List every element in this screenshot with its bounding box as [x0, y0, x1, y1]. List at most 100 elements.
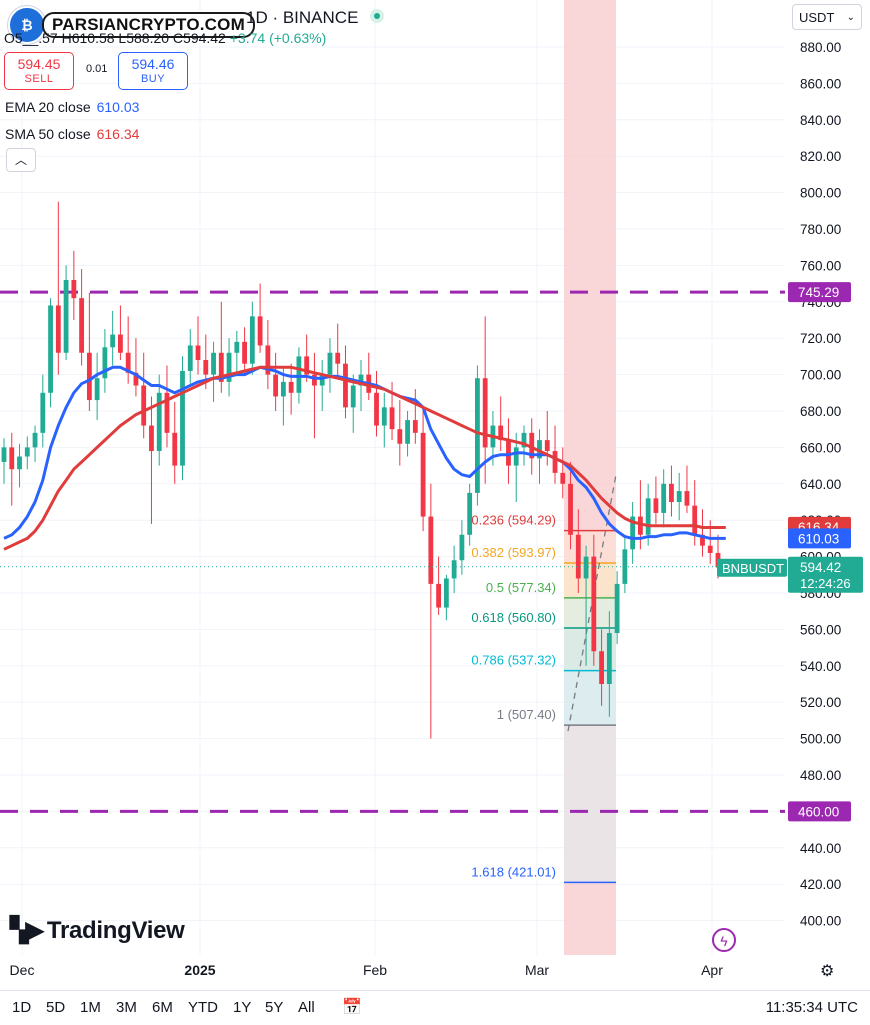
range-3m[interactable]: 3M	[116, 999, 137, 1016]
lightning-icon[interactable]: ϟ	[712, 928, 736, 952]
candle-body[interactable]	[412, 420, 418, 433]
candle-body[interactable]	[55, 305, 61, 353]
candle-body[interactable]	[71, 279, 77, 299]
candle-body[interactable]	[273, 374, 279, 397]
candle-body[interactable]	[187, 345, 193, 371]
candle-body[interactable]	[226, 352, 232, 382]
candle-body[interactable]	[125, 352, 131, 373]
candle-body[interactable]	[397, 429, 403, 444]
candle-body[interactable]	[1, 447, 7, 462]
candle-body[interactable]	[676, 491, 682, 502]
currency-select[interactable]: USDT ⌄	[792, 4, 862, 30]
candle-body[interactable]	[102, 347, 108, 379]
price-chart[interactable]: 0.236 (594.29) 0.382 (593.97) 0.5 (577.34)…	[0, 0, 870, 990]
calendar-icon[interactable]: 📅	[342, 999, 362, 1016]
candle-body[interactable]	[389, 407, 395, 430]
market-status-icon[interactable]	[370, 9, 384, 23]
ema-line[interactable]	[3, 365, 726, 540]
candle-body[interactable]	[319, 374, 325, 386]
candle-body[interactable]	[374, 392, 379, 426]
candle-body[interactable]	[661, 483, 667, 513]
indicator-ema[interactable]: EMA 20 close 610.03	[5, 99, 139, 115]
range-1d[interactable]: 1D	[12, 999, 32, 1016]
candle-body[interactable]	[86, 352, 92, 401]
candle-body[interactable]	[475, 378, 480, 493]
candle-body[interactable]	[133, 372, 139, 386]
range-5d[interactable]: 5D	[46, 999, 66, 1016]
candle-body[interactable]	[467, 492, 473, 535]
candle-body[interactable]	[203, 360, 209, 375]
candle-body[interactable]	[180, 370, 185, 466]
candle-body[interactable]	[707, 545, 713, 553]
range-6m[interactable]: 6M	[152, 999, 173, 1016]
candle-body[interactable]	[381, 407, 387, 426]
candle-body[interactable]	[257, 316, 263, 346]
candle-body[interactable]	[358, 374, 364, 386]
candle-body[interactable]	[606, 633, 612, 684]
candle-body[interactable]	[700, 534, 705, 546]
candle-body[interactable]	[156, 392, 162, 452]
range-1m[interactable]: 1M	[80, 999, 101, 1016]
candle-body[interactable]	[443, 578, 449, 608]
range-ytd[interactable]: YTD	[188, 999, 218, 1016]
candle-body[interactable]	[48, 305, 53, 393]
candle-body[interactable]	[451, 560, 457, 579]
candle-body[interactable]	[288, 381, 294, 393]
candle-body[interactable]	[164, 392, 170, 433]
candle-body[interactable]	[420, 432, 426, 517]
candle-body[interactable]	[560, 472, 566, 484]
candle-body[interactable]	[599, 651, 604, 684]
candle-body[interactable]	[265, 345, 271, 375]
candle-body[interactable]	[296, 356, 302, 393]
candle-body[interactable]	[118, 334, 123, 353]
candle-body[interactable]	[242, 341, 247, 364]
candle-body[interactable]	[40, 392, 46, 433]
indicator-sma[interactable]: SMA 50 close 616.34	[5, 126, 139, 142]
candle-body[interactable]	[583, 556, 589, 579]
candle-body[interactable]	[575, 534, 581, 579]
candle-body[interactable]	[9, 447, 15, 470]
candle-body[interactable]	[684, 491, 690, 506]
candle-body[interactable]	[79, 298, 85, 353]
candle-body[interactable]	[614, 583, 620, 634]
candle-body[interactable]	[249, 316, 255, 364]
candle-body[interactable]	[17, 456, 22, 470]
candle-body[interactable]	[521, 432, 527, 448]
candle-body[interactable]	[218, 352, 224, 382]
candle-body[interactable]	[304, 356, 310, 375]
candle-body[interactable]	[94, 378, 100, 401]
gear-icon[interactable]: ⚙	[820, 963, 835, 980]
utc-clock[interactable]: 11:35:34 UTC	[765, 999, 858, 1016]
range-5y[interactable]: 5Y	[265, 999, 284, 1016]
candle-body[interactable]	[630, 516, 636, 550]
candle-body[interactable]	[637, 516, 643, 535]
candle-body[interactable]	[32, 432, 38, 448]
candle-body[interactable]	[513, 447, 519, 466]
candle-body[interactable]	[692, 505, 698, 535]
candle-body[interactable]	[552, 451, 558, 473]
candle-body[interactable]	[24, 447, 30, 457]
range-all[interactable]: All	[298, 999, 315, 1016]
candle-body[interactable]	[350, 385, 356, 408]
candle-body[interactable]	[459, 534, 465, 561]
buy-button[interactable]: 594.46 BUY	[118, 52, 188, 90]
candle-body[interactable]	[405, 420, 410, 444]
candle-body[interactable]	[211, 352, 216, 375]
candle-body[interactable]	[312, 374, 317, 386]
collapse-legend-button[interactable]: ︿	[6, 148, 36, 172]
candle-body[interactable]	[195, 345, 201, 361]
candle-body[interactable]	[343, 363, 348, 408]
sell-button[interactable]: 594.45 SELL	[4, 52, 74, 90]
candle-body[interactable]	[63, 279, 69, 353]
candle-body[interactable]	[591, 556, 597, 652]
candle-body[interactable]	[428, 516, 434, 584]
candle-body[interactable]	[234, 341, 240, 353]
candle-body[interactable]	[529, 432, 535, 459]
sma-line[interactable]	[3, 365, 726, 551]
candle-body[interactable]	[669, 483, 674, 502]
candle-body[interactable]	[110, 334, 116, 348]
candle-body[interactable]	[436, 583, 442, 608]
candle-body[interactable]	[482, 378, 488, 448]
candle-body[interactable]	[653, 498, 659, 513]
candle-body[interactable]	[506, 440, 511, 466]
